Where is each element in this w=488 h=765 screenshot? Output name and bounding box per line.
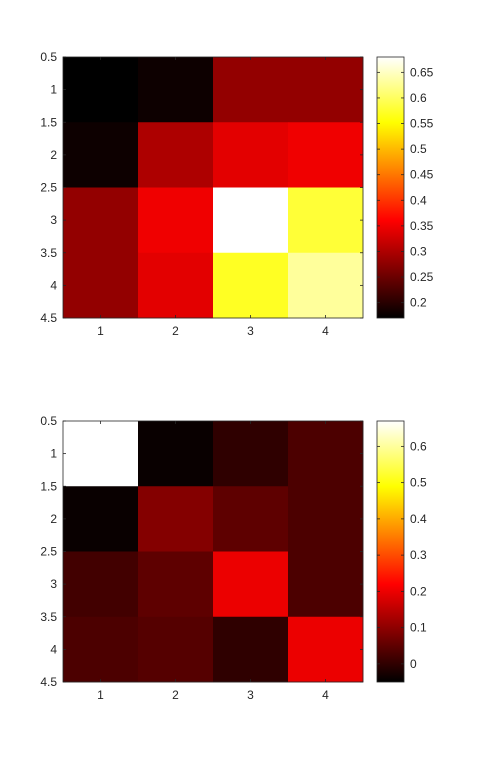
y-tick-label: 4 bbox=[50, 278, 57, 292]
y-tick-label: 0.5 bbox=[40, 50, 57, 64]
y-tick-label: 4.5 bbox=[40, 311, 57, 325]
colorbar-tick-label: 0.25 bbox=[410, 270, 434, 284]
colorbar-tick-label: 0.6 bbox=[410, 91, 427, 105]
heatmap-cell bbox=[213, 187, 289, 254]
heatmap-cell bbox=[288, 57, 364, 123]
heatmap-cell bbox=[63, 122, 139, 188]
x-tick-label: 4 bbox=[322, 324, 329, 338]
colorbar-tick-label: 0.35 bbox=[410, 219, 434, 233]
heatmap-cell bbox=[138, 57, 214, 123]
heatmap-cell bbox=[138, 122, 214, 188]
heatmap-cell bbox=[63, 57, 139, 123]
y-tick-label: 1.5 bbox=[40, 479, 57, 493]
heatmap-panel-2: 1 2 3 4 0.5 1 1.5 2 2.5 3 3.5 4 4.5 0 0.1 0.2 0.3 0.4 0.5 0… bbox=[40, 414, 427, 702]
heatmap-cell bbox=[63, 616, 139, 683]
colorbar-tick-label: 0.4 bbox=[410, 512, 427, 526]
y-tick-label: 0.5 bbox=[40, 414, 57, 428]
x-tick-label: 1 bbox=[97, 688, 104, 702]
heatmap-cell bbox=[288, 486, 364, 552]
heatmap-cell bbox=[138, 551, 214, 618]
heatmap-cell bbox=[288, 252, 364, 319]
y-tick-label: 2.5 bbox=[40, 181, 57, 195]
x-tick-label: 1 bbox=[97, 324, 104, 338]
heatmap-cell bbox=[288, 551, 364, 618]
heatmap-cell bbox=[138, 187, 214, 254]
heatmap-cell bbox=[213, 616, 289, 683]
colorbar-box bbox=[376, 56, 405, 319]
colorbar-tick-label: 0 bbox=[410, 657, 417, 671]
colorbar-box bbox=[376, 420, 405, 683]
y-tick-label: 2 bbox=[50, 148, 57, 162]
x-tick-label: 3 bbox=[247, 324, 254, 338]
colorbar-tick-label: 0.3 bbox=[410, 244, 427, 258]
heatmap-cell bbox=[63, 252, 139, 319]
colorbar-tick-label: 0.2 bbox=[410, 296, 427, 310]
y-tick-label: 4.5 bbox=[40, 675, 57, 689]
heatmap-cell bbox=[288, 122, 364, 188]
heatmap-cell bbox=[213, 421, 289, 487]
heatmap-cell bbox=[213, 122, 289, 188]
y-tick-label: 2.5 bbox=[40, 545, 57, 559]
heatmap-cell bbox=[63, 551, 139, 618]
colorbar-tick-label: 0.3 bbox=[410, 548, 427, 562]
heatmap-cell bbox=[138, 616, 214, 683]
heatmap-cell bbox=[213, 551, 289, 618]
y-tick-label: 2 bbox=[50, 512, 57, 526]
y-tick-label: 1 bbox=[50, 447, 57, 461]
heatmap-cell bbox=[138, 252, 214, 319]
heatmap-cell bbox=[288, 421, 364, 487]
colorbar-tick-label: 0.5 bbox=[410, 476, 427, 490]
heatmap-cell bbox=[213, 252, 289, 319]
y-tick-label: 1 bbox=[50, 83, 57, 97]
colorbar-tick-label: 0.65 bbox=[410, 65, 434, 79]
colorbar-tick-label: 0.4 bbox=[410, 193, 427, 207]
colorbar-tick-label: 0.1 bbox=[410, 621, 427, 635]
x-tick-label: 3 bbox=[247, 688, 254, 702]
y-tick-label: 3.5 bbox=[40, 246, 57, 260]
y-tick-label: 3 bbox=[50, 577, 57, 591]
x-tick-label: 2 bbox=[172, 324, 179, 338]
colorbar bbox=[377, 421, 404, 682]
x-tick-label: 2 bbox=[172, 688, 179, 702]
y-tick-label: 1.5 bbox=[40, 115, 57, 129]
colorbar bbox=[377, 57, 404, 318]
heatmap-cell bbox=[138, 421, 214, 487]
colorbar-tick-label: 0.55 bbox=[410, 117, 434, 131]
heatmap-cell bbox=[63, 486, 139, 552]
heatmap-cell bbox=[288, 616, 364, 683]
heatmap-cell bbox=[63, 187, 139, 254]
colorbar-tick-label: 0.5 bbox=[410, 142, 427, 156]
heatmap-cell bbox=[213, 486, 289, 552]
y-tick-label: 3 bbox=[50, 213, 57, 227]
heatmap-cell bbox=[63, 421, 139, 487]
heatmap-cell bbox=[213, 57, 289, 123]
colorbar-tick-label: 0.6 bbox=[410, 439, 427, 453]
y-tick-label: 4 bbox=[50, 642, 57, 656]
colorbar-tick-label: 0.45 bbox=[410, 168, 434, 182]
colorbar-tick-label: 0.2 bbox=[410, 584, 427, 598]
y-tick-label: 3.5 bbox=[40, 610, 57, 624]
x-tick-label: 4 bbox=[322, 688, 329, 702]
heatmap-cell bbox=[138, 486, 214, 552]
heatmap-panel-1: 1 2 3 4 0.5 1 1.5 2 2.5 3 3.5 4 4.5 0.2 0.25 0.3 0.35 0.4… bbox=[40, 50, 433, 338]
heatmap-cell bbox=[288, 187, 364, 254]
